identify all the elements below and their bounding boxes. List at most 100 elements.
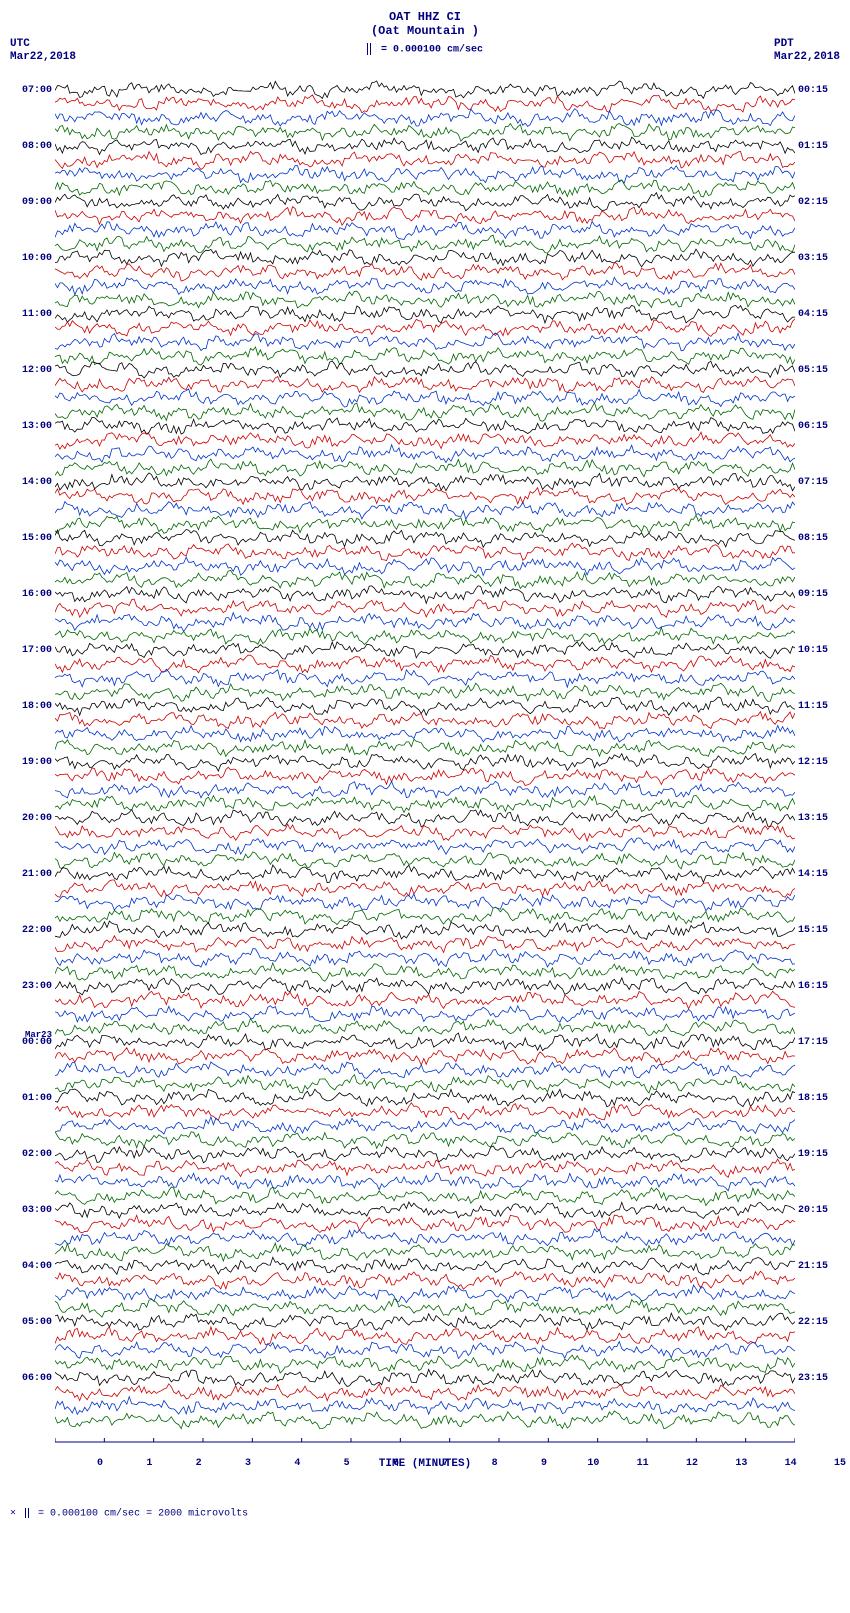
x-tick-label: 9 xyxy=(541,1458,547,1469)
seismic-trace xyxy=(55,1062,795,1078)
tz-right-block: PDT Mar22,2018 xyxy=(774,38,840,64)
seismic-trace xyxy=(55,1159,795,1177)
scale-bar-icon xyxy=(367,43,371,55)
time-label: 08:00 xyxy=(22,142,52,152)
time-label: 10:00 xyxy=(22,254,52,264)
x-tick-label: 8 xyxy=(492,1458,498,1469)
time-label: 22:00 xyxy=(22,926,52,936)
time-label: 22:15 xyxy=(798,1318,828,1328)
seismic-trace xyxy=(55,978,795,995)
seismic-trace xyxy=(55,81,795,99)
seismic-trace xyxy=(55,1271,795,1289)
seismic-trace xyxy=(55,403,795,421)
seismic-trace xyxy=(55,1187,795,1206)
time-label: 20:00 xyxy=(22,814,52,824)
time-label: 18:00 xyxy=(22,702,52,712)
seismic-trace xyxy=(55,627,795,644)
seismic-trace xyxy=(55,1342,795,1359)
seismic-trace xyxy=(55,1006,795,1022)
time-label: 06:15 xyxy=(798,422,828,432)
seismic-trace xyxy=(55,109,795,127)
time-label: 21:15 xyxy=(798,1262,828,1272)
x-tick-label: 0 xyxy=(97,1458,103,1469)
time-label: 09:00 xyxy=(22,198,52,208)
seismic-trace xyxy=(55,683,795,701)
seismic-trace xyxy=(55,599,795,617)
time-label: 03:15 xyxy=(798,254,828,264)
seismic-trace xyxy=(55,697,795,715)
time-label: 15:15 xyxy=(798,926,828,936)
x-tick-label: 1 xyxy=(146,1458,152,1469)
seismic-trace xyxy=(55,376,795,392)
time-label: 10:15 xyxy=(798,646,828,656)
seismic-trace xyxy=(55,571,795,589)
seismic-trace xyxy=(55,193,795,211)
time-label: 07:00 xyxy=(22,86,52,96)
seismic-trace xyxy=(55,1285,795,1303)
seismic-trace xyxy=(55,781,795,798)
time-label: 05:15 xyxy=(798,366,828,376)
seismic-trace xyxy=(55,221,795,239)
time-label: 12:15 xyxy=(798,758,828,768)
time-label: 23:00 xyxy=(22,982,52,992)
time-label: 03:00 xyxy=(22,1206,52,1216)
seismic-trace xyxy=(55,949,795,968)
seismic-trace xyxy=(55,1019,795,1036)
seismic-trace xyxy=(55,1384,795,1401)
scale-text: = 0.000100 cm/sec xyxy=(381,44,483,55)
tz-right-label: PDT xyxy=(774,38,840,51)
time-label: 04:00 xyxy=(22,1262,52,1272)
seismic-trace xyxy=(55,445,795,463)
seismic-trace xyxy=(55,515,795,533)
time-label: 13:15 xyxy=(798,814,828,824)
x-tick-label: 14 xyxy=(785,1458,797,1469)
seismic-trace xyxy=(55,767,795,785)
seismic-trace xyxy=(55,739,795,756)
time-label: 20:15 xyxy=(798,1206,828,1216)
time-label: 02:15 xyxy=(798,198,828,208)
time-label: 05:00 xyxy=(22,1318,52,1328)
seismic-trace xyxy=(55,1299,795,1317)
x-axis: 1514131211109876543210 TIME (MINUTES) xyxy=(55,1458,795,1488)
seismic-trace xyxy=(55,333,795,351)
seismic-trace xyxy=(55,907,795,925)
seismic-trace xyxy=(55,1355,795,1373)
seismic-trace xyxy=(55,263,795,282)
seismic-trace xyxy=(55,235,795,253)
time-label: 01:15 xyxy=(798,142,828,152)
seismogram-container: UTC Mar22,2018 PDT Mar22,2018 OAT HHZ CI… xyxy=(10,10,840,1520)
footer: × = 0.000100 cm/sec = 2000 microvolts xyxy=(10,1508,840,1520)
x-tick-label: 4 xyxy=(294,1458,300,1469)
seismic-trace xyxy=(55,389,795,407)
seismic-trace xyxy=(55,894,795,911)
seismic-trace xyxy=(55,1132,795,1149)
x-tick-label: 7 xyxy=(442,1458,448,1469)
seismic-trace xyxy=(55,795,795,812)
x-tick-label: 5 xyxy=(344,1458,350,1469)
seismic-trace xyxy=(55,852,795,869)
time-label: 18:15 xyxy=(798,1094,828,1104)
time-label: 11:00 xyxy=(22,310,52,320)
seismic-trace xyxy=(55,124,795,142)
seismic-trace xyxy=(55,277,795,294)
time-label: 14:15 xyxy=(798,870,828,880)
time-label: 12:00 xyxy=(22,366,52,376)
x-tick-label: 12 xyxy=(686,1458,698,1469)
seismic-trace xyxy=(55,1411,795,1429)
seismic-trace xyxy=(55,502,795,519)
right-time-axis: 00:1501:1502:1503:1504:1505:1506:1507:15… xyxy=(798,80,842,1444)
seismic-trace xyxy=(55,613,795,632)
x-tick-label: 13 xyxy=(735,1458,747,1469)
seismic-trace xyxy=(55,319,795,337)
seismic-trace xyxy=(55,152,795,170)
seismic-trace xyxy=(55,1146,795,1163)
x-tick-label: 15 xyxy=(834,1458,846,1469)
footer-bar-icon xyxy=(25,1508,29,1518)
seismic-trace xyxy=(55,865,795,883)
seismic-trace xyxy=(55,586,795,604)
time-label: 06:00 xyxy=(22,1374,52,1384)
seismic-trace xyxy=(55,1075,795,1093)
time-label: 19:00 xyxy=(22,758,52,768)
seismic-trace xyxy=(55,529,795,547)
seismic-trace xyxy=(55,712,795,729)
